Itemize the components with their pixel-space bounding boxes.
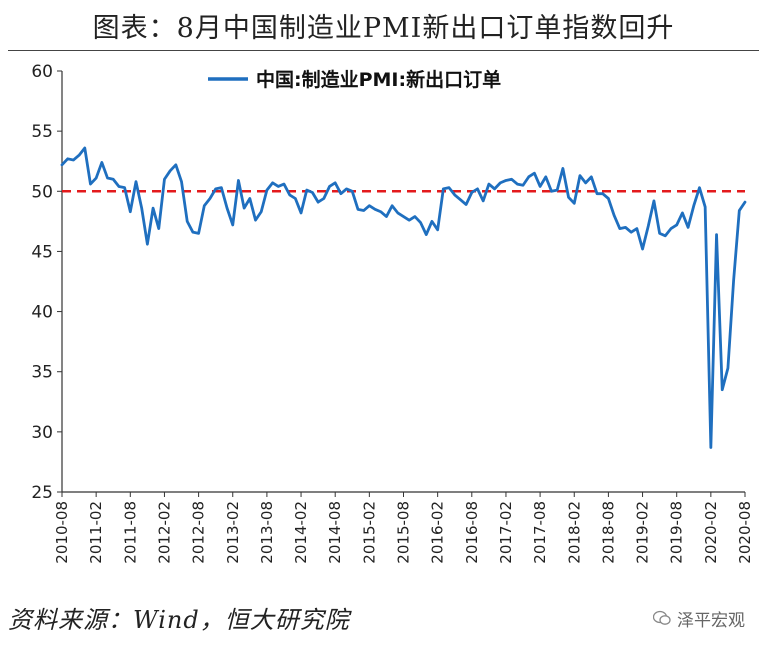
title-divider	[8, 50, 759, 51]
x-tick-label: 2017-02	[497, 501, 515, 564]
x-tick-label: 2016-02	[429, 501, 447, 564]
x-tick-label: 2020-08	[736, 501, 754, 564]
series-line-0	[60, 146, 747, 449]
x-tick-label: 2019-08	[668, 501, 686, 564]
x-tick-label: 2015-02	[360, 501, 378, 564]
x-tick-label: 2020-02	[702, 501, 720, 564]
y-tick-label: 40	[31, 303, 53, 323]
series-group	[60, 146, 747, 449]
x-axis: 2010-08 2011-02 2011-08 2012-02 2012-08 2013-…	[53, 491, 754, 564]
y-tick-label: 60	[31, 62, 53, 82]
watermark: 泽平宏观	[652, 606, 745, 631]
watermark-text: 泽平宏观	[677, 611, 745, 631]
x-tick-label: 2015-08	[395, 501, 413, 564]
x-tick-label: 2010-08	[53, 501, 71, 564]
x-tick-label: 2019-02	[634, 501, 652, 564]
x-tick-label: 2014-02	[292, 501, 310, 564]
y-axis: 25 30 35 40 45 50 55 60	[31, 62, 63, 503]
x-tick-label: 2012-02	[155, 501, 173, 564]
y-tick-label: 55	[31, 122, 53, 142]
figure-title: 图表：8月中国制造业PMI新出口订单指数回升	[92, 13, 675, 44]
y-tick-label: 50	[31, 182, 53, 202]
x-tick-label: 2011-08	[121, 501, 139, 564]
wechat-logo-icon	[652, 610, 671, 631]
y-tick-label: 30	[31, 423, 53, 443]
x-tick-label: 2013-02	[224, 501, 242, 564]
x-tick-label: 2018-08	[599, 501, 617, 564]
x-tick-label: 2012-08	[190, 501, 208, 564]
x-tick-label: 2011-02	[87, 501, 105, 564]
y-tick-label: 25	[31, 483, 53, 503]
x-tick-label: 2013-08	[258, 501, 276, 564]
x-tick-label: 2016-08	[463, 501, 481, 564]
legend-label: 中国:制造业PMI:新出口订单	[256, 68, 501, 91]
source-note: 资料来源：Wind，恒大研究院	[8, 606, 350, 634]
x-tick-label: 2017-08	[531, 501, 549, 564]
y-tick-label: 35	[31, 363, 53, 383]
y-tick-label: 45	[31, 242, 53, 262]
x-tick-label: 2018-02	[565, 501, 583, 564]
legend: 中国:制造业PMI:新出口订单	[208, 68, 501, 91]
x-tick-label: 2014-08	[326, 501, 344, 564]
